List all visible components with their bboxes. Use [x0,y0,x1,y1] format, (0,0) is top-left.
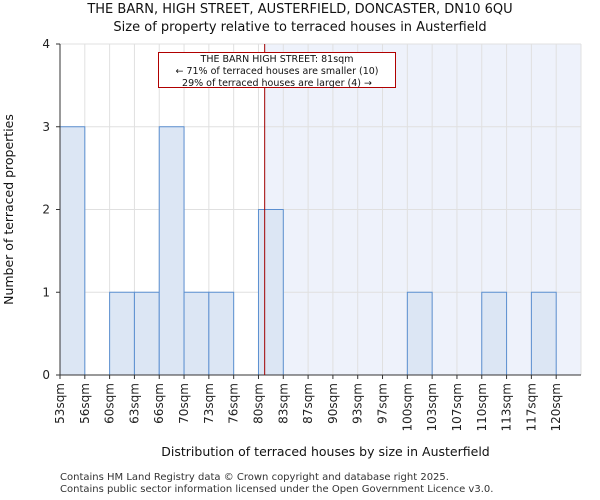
x-tick-label: 107sqm [450,383,464,431]
x-tick-label: 90sqm [326,383,340,424]
bar-53sqm [59,126,86,376]
bar-66sqm [158,126,185,376]
x-tick-label: 120sqm [549,383,563,431]
footer-line-2: Contains public sector information licen… [60,484,494,495]
x-tick-label: 73sqm [202,383,216,424]
bar-60sqm [109,291,135,376]
y-tick-label: 2 [42,203,50,217]
bar-100sqm [406,291,433,376]
bar-73sqm [208,291,235,376]
x-tick-label: 93sqm [351,383,365,424]
bar-70sqm [183,291,210,376]
x-tick-label: 80sqm [251,383,265,424]
x-tick-label: 53sqm [53,383,67,424]
x-tick-label: 97sqm [376,383,390,424]
x-tick-label: 70sqm [177,383,191,424]
x-tick-label: 110sqm [475,383,489,431]
annotation-line-1: THE BARN HIGH STREET: 81sqm [200,54,354,65]
bar-110sqm [481,291,508,376]
y-tick-label: 0 [42,368,50,382]
x-tick-label: 56sqm [78,383,92,424]
x-tick-label: 63sqm [127,383,141,424]
annotation-line-3: 29% of terraced houses are larger (4) → [182,78,372,89]
x-tick-label: 83sqm [276,383,290,424]
x-tick-label: 87sqm [301,383,315,424]
x-tick-label: 117sqm [524,383,538,431]
chart-title-line1: THE BARN, HIGH STREET, AUSTERFIELD, DONC… [87,2,513,17]
y-tick-label: 1 [42,285,50,299]
bar-117sqm [530,291,557,376]
x-tick-label: 100sqm [400,383,414,431]
x-tick-label: 113sqm [500,383,514,431]
chart-title-line2: Size of property relative to terraced ho… [113,20,487,35]
x-tick-label: 103sqm [425,383,439,431]
y-tick-label: 4 [42,37,50,51]
x-tick-label: 66sqm [152,383,166,424]
bar-80sqm [257,209,284,376]
x-tick-label: 76sqm [227,383,241,424]
footer-line-1: Contains HM Land Registry data © Crown c… [60,472,449,483]
bar-63sqm [133,291,160,376]
annotation-line-2: ← 71% of terraced houses are smaller (10… [175,66,379,77]
x-tick-label: 60sqm [103,383,117,424]
x-axis-title: Distribution of terraced houses by size … [161,444,489,459]
annotation-box: THE BARN HIGH STREET: 81sqm ← 71% of ter… [158,52,396,89]
y-tick-label: 3 [42,120,50,134]
y-axis-title: Number of terraced properties [1,114,16,305]
